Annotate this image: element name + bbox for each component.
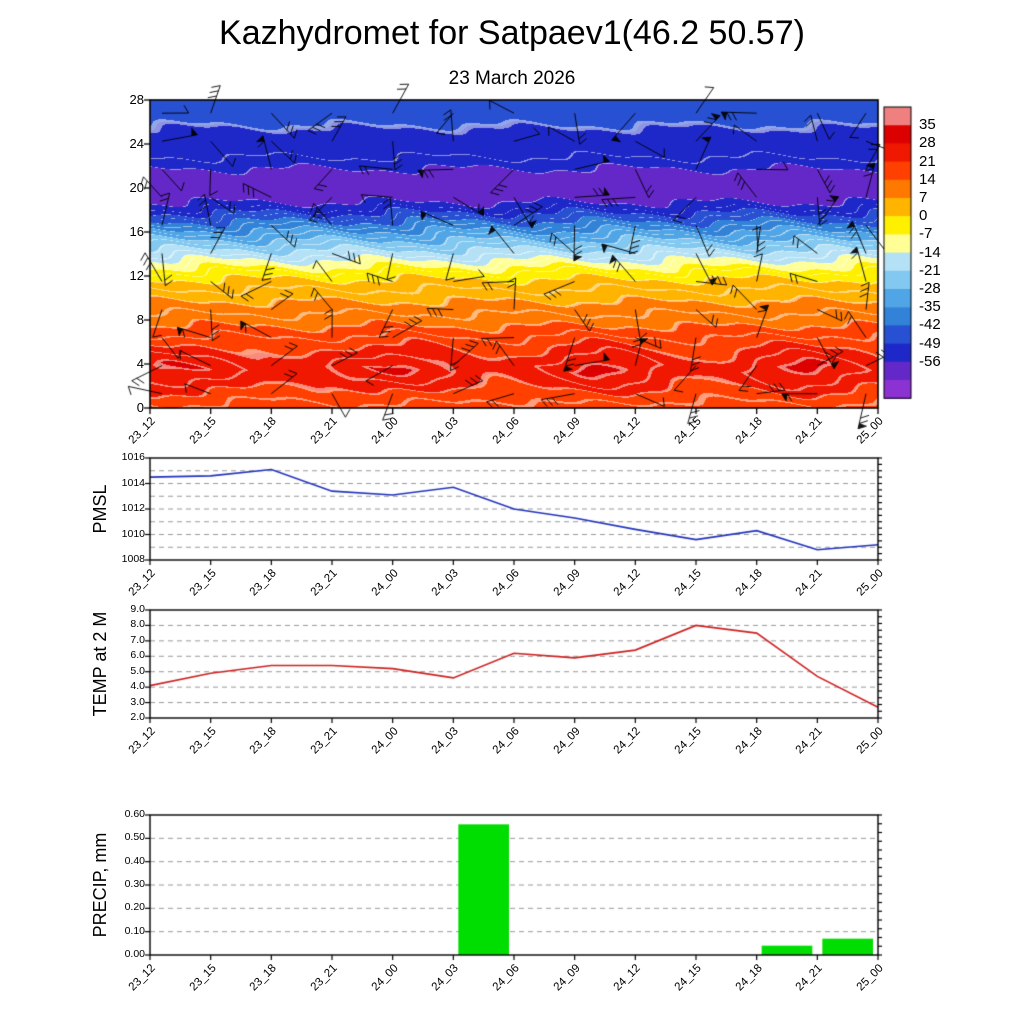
meteogram-canvas bbox=[0, 0, 1024, 1024]
meteogram-page: Kazhydromet for Satpaev1(46.2 50.57) 23 … bbox=[0, 0, 1024, 1024]
